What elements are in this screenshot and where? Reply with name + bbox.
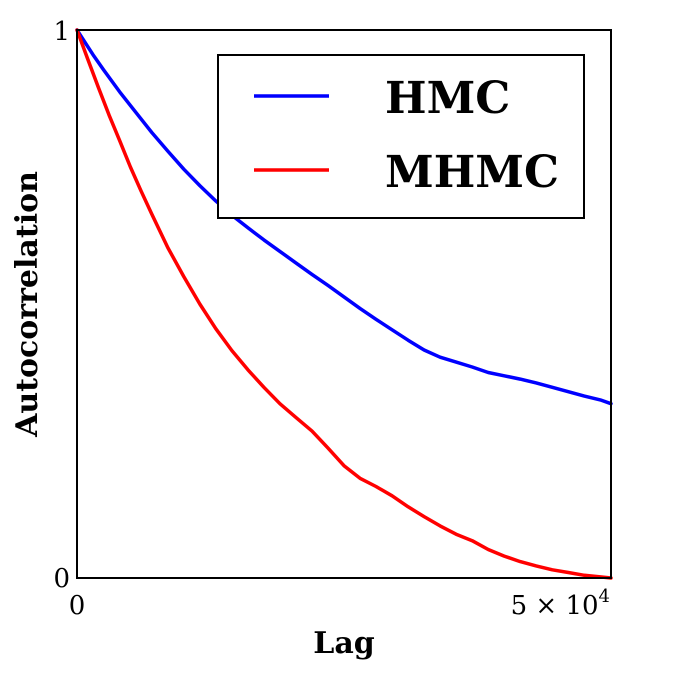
y-axis-label: Autocorrelation (10, 171, 45, 438)
x-tick-mantissa: 5 × 10 (511, 591, 599, 621)
y-tick-label: 1 (53, 17, 70, 47)
x-tick-exponent: 4 (599, 586, 610, 607)
series-line-mhmc (75, 28, 613, 580)
series-layer (75, 28, 613, 580)
series-line-hmc (75, 28, 613, 406)
plot-frame (76, 29, 612, 579)
x-tick-label: 5 × 104 (511, 586, 610, 621)
legend: HMC MHMC (217, 54, 585, 219)
x-tick-label: 0 (69, 591, 86, 621)
x-axis-label: Lag (313, 626, 375, 661)
legend-label-mhmc: MHMC (385, 147, 559, 198)
legend-box (217, 54, 585, 219)
y-tick-label: 0 (53, 564, 70, 594)
legend-label-hmc: HMC (385, 73, 510, 124)
